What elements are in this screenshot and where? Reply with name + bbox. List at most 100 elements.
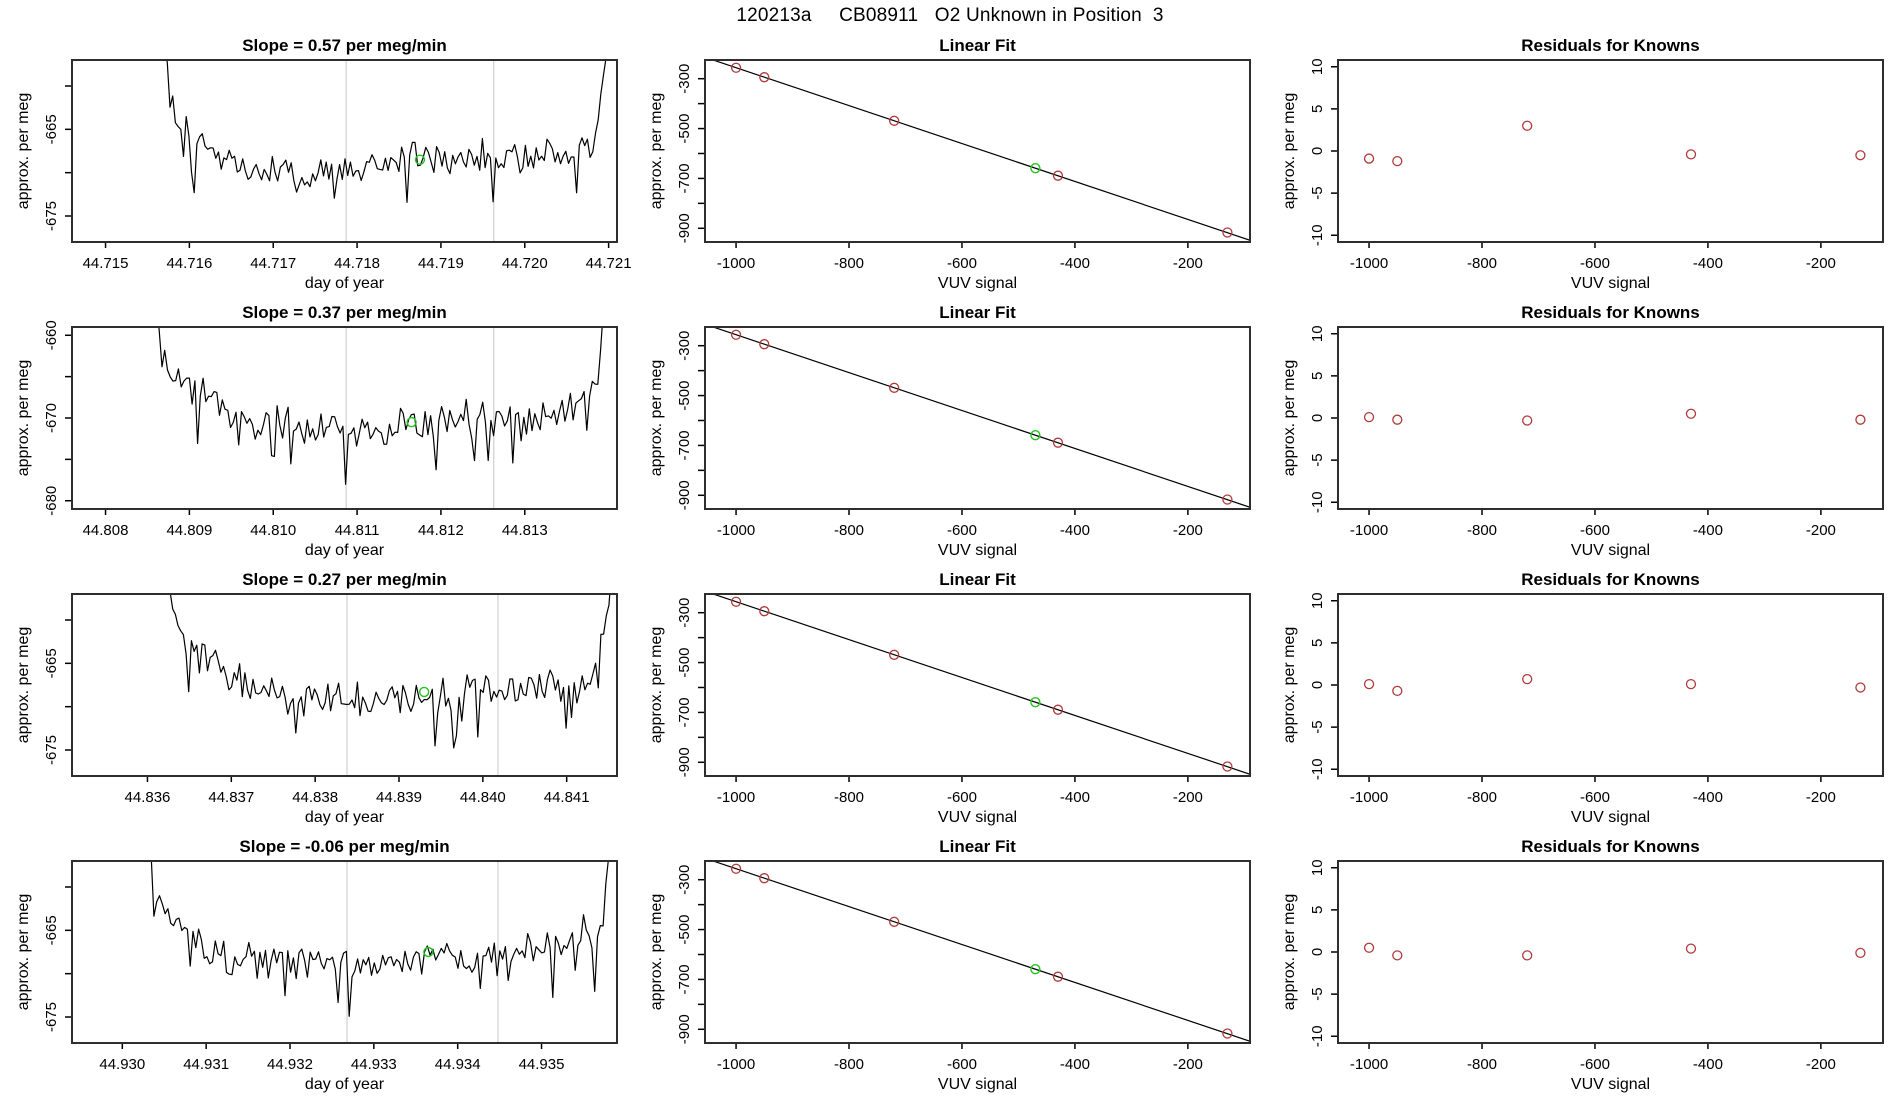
x-axis-label: day of year	[305, 1076, 385, 1093]
svg-text:44.813: 44.813	[502, 522, 548, 539]
svg-text:-800: -800	[1467, 789, 1497, 806]
y-axis-label: approx. per meg	[1281, 93, 1298, 210]
y-axis-label: approx. per meg	[15, 360, 32, 477]
svg-text:-900: -900	[676, 1014, 693, 1044]
known-points	[730, 329, 1233, 505]
y-axis-label: approx. per meg	[1281, 627, 1298, 744]
known-points	[730, 863, 1233, 1039]
x-axis-label: VUV signal	[938, 809, 1017, 826]
reference-vlines	[345, 60, 495, 242]
svg-text:-600: -600	[1580, 255, 1610, 272]
panel-title: Residuals for Knowns	[1521, 36, 1700, 55]
y-axis: 10 5 0 -5 -10	[1309, 859, 1338, 1047]
svg-text:10: 10	[1309, 325, 1326, 342]
y-axis: -675 -665	[43, 85, 72, 231]
svg-text:-200: -200	[1173, 789, 1203, 806]
x-axis-label: day of year	[305, 809, 385, 826]
svg-text:-5: -5	[1309, 720, 1326, 733]
svg-text:-500: -500	[676, 114, 693, 144]
unknown-marker	[406, 416, 417, 428]
svg-text:-400: -400	[1693, 1056, 1723, 1073]
svg-text:-400: -400	[1693, 522, 1723, 539]
y-axis: -680 -670 -660	[43, 320, 72, 516]
svg-text:-600: -600	[947, 522, 977, 539]
svg-text:-680: -680	[43, 486, 60, 516]
svg-text:44.930: 44.930	[99, 1056, 145, 1073]
svg-text:-300: -300	[676, 331, 693, 361]
svg-text:-600: -600	[947, 1056, 977, 1073]
x-axis: -1000 -800 -600 -400 -200	[717, 776, 1203, 806]
residuals-chart-svg: Residuals for Knowns -1000 -800 -600 -400 -20…	[1281, 303, 1884, 559]
svg-text:44.808: 44.808	[83, 522, 129, 539]
known-points	[730, 62, 1233, 238]
svg-text:-10: -10	[1309, 491, 1326, 513]
svg-text:44.811: 44.811	[335, 522, 380, 539]
svg-text:-700: -700	[676, 163, 693, 193]
svg-text:0: 0	[1309, 681, 1326, 689]
svg-text:-675: -675	[43, 1002, 60, 1032]
svg-text:-300: -300	[676, 865, 693, 895]
svg-text:-700: -700	[676, 430, 693, 460]
svg-text:-200: -200	[1173, 255, 1203, 272]
plot-box	[704, 860, 1251, 1044]
linear-fit-chart-svg: Linear Fit -1000 -800 -600 -400 -200 VUV signa…	[648, 36, 1251, 292]
x-axis: -1000 -800 -600 -400 -200	[717, 1043, 1203, 1073]
svg-text:44.810: 44.810	[250, 522, 296, 539]
known-points	[1363, 673, 1866, 697]
svg-text:-5: -5	[1309, 453, 1326, 466]
y-axis: -675 -665	[43, 886, 72, 1032]
panel-title: Slope = -0.06 per meg/min	[239, 837, 449, 856]
linear-fit-chart-svg: Linear Fit -1000 -800 -600 -400 -200 VUV signa…	[648, 303, 1251, 559]
data-layer	[158, 327, 603, 485]
panel-row1-timeseries: Slope = 0.57 per meg/min 44.715 44.716 44.7…	[0, 32, 633, 299]
x-axis-label: VUV signal	[1571, 1076, 1650, 1093]
svg-text:-400: -400	[1060, 1056, 1090, 1073]
svg-text:44.836: 44.836	[125, 789, 171, 806]
panel-title: Linear Fit	[939, 36, 1016, 55]
plot-grid: Slope = 0.57 per meg/min 44.715 44.716 44.7…	[0, 32, 1900, 1100]
plot-box	[1337, 593, 1884, 777]
svg-text:-10: -10	[1309, 224, 1326, 246]
data-layer	[169, 594, 611, 749]
y-axis-label: approx. per meg	[15, 894, 32, 1011]
y-axis-label: approx. per meg	[15, 93, 32, 210]
svg-text:44.935: 44.935	[519, 1056, 565, 1073]
plot-box	[1337, 326, 1884, 510]
plot-box	[71, 59, 618, 243]
unknown-marker	[418, 686, 430, 698]
svg-text:44.719: 44.719	[418, 255, 464, 272]
svg-text:-5: -5	[1309, 987, 1326, 1000]
svg-text:5: 5	[1309, 906, 1326, 914]
svg-text:-500: -500	[676, 648, 693, 678]
signal-trace	[158, 327, 603, 485]
x-axis-label: VUV signal	[938, 1076, 1017, 1093]
svg-text:-800: -800	[834, 522, 864, 539]
svg-text:-800: -800	[1467, 522, 1497, 539]
x-axis: -1000 -800 -600 -400 -200	[1350, 242, 1836, 272]
y-axis: 10 5 0 -5 -10	[1309, 592, 1338, 780]
svg-text:44.933: 44.933	[351, 1056, 397, 1073]
panel-row4-linear-fit: Linear Fit -1000 -800 -600 -400 -200 VUV signa…	[633, 833, 1266, 1100]
y-axis: -300 -500 -700 -900	[676, 331, 705, 510]
residuals-chart-svg: Residuals for Knowns -1000 -800 -600 -400 -20…	[1281, 36, 1884, 292]
x-axis: -1000 -800 -600 -400 -200	[717, 242, 1203, 272]
panel-row1-residuals: Residuals for Knowns -1000 -800 -600 -400 -20…	[1266, 32, 1899, 299]
svg-text:-665: -665	[43, 648, 60, 678]
svg-text:-200: -200	[1806, 255, 1836, 272]
reference-vlines	[345, 327, 495, 509]
svg-text:-900: -900	[676, 213, 693, 243]
unknown-marker	[1030, 430, 1041, 441]
svg-text:-900: -900	[676, 747, 693, 777]
plot-box	[71, 326, 618, 510]
svg-text:-300: -300	[676, 64, 693, 94]
svg-text:-400: -400	[1060, 789, 1090, 806]
svg-text:-665: -665	[43, 114, 60, 144]
data-layer	[150, 861, 609, 1017]
svg-text:44.717: 44.717	[250, 255, 296, 272]
svg-text:44.838: 44.838	[292, 789, 338, 806]
svg-text:-200: -200	[1806, 1056, 1836, 1073]
svg-text:-10: -10	[1309, 758, 1326, 780]
